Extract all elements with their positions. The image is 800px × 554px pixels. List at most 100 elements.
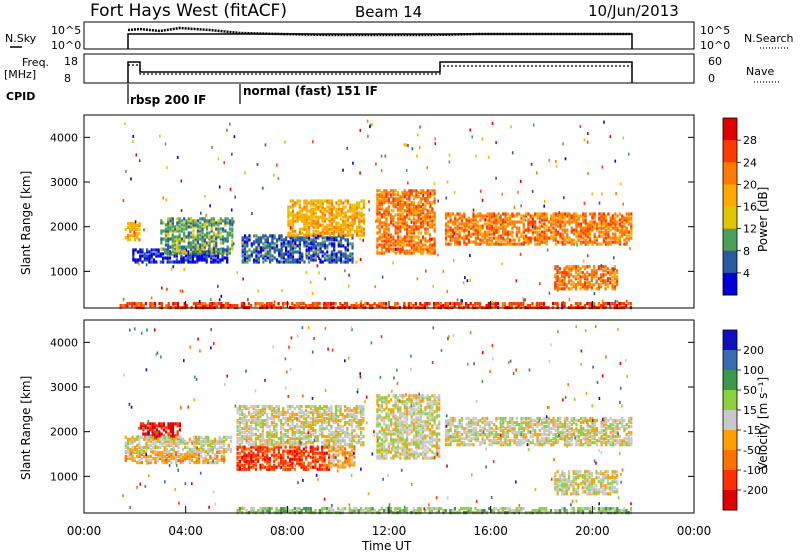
noise-cell [515, 279, 518, 283]
range-gate-cell [353, 447, 356, 451]
range-gate-cell [483, 236, 486, 240]
range-gate-cell [247, 425, 251, 429]
range-gate-cell [478, 302, 481, 306]
range-gate-cell [586, 285, 589, 289]
range-gate-cell [616, 222, 619, 226]
range-gate-cell [431, 251, 434, 255]
range-gate-cell [312, 421, 315, 425]
range-gate-cell [497, 218, 500, 222]
range-gate-cell [408, 191, 411, 195]
range-gate-cell [618, 304, 621, 308]
range-gate-cell [252, 406, 255, 411]
range-gate-cell [433, 245, 436, 249]
range-gate-cell [190, 245, 193, 249]
range-gate-cell [310, 254, 313, 258]
range-gate-cell [256, 302, 259, 306]
range-gate-cell [337, 234, 340, 238]
noise-cell [587, 132, 589, 135]
range-gate-cell [176, 235, 179, 239]
range-gate-cell [376, 199, 379, 203]
range-gate-cell [513, 220, 516, 224]
range-gate-cell [383, 193, 386, 197]
range-gate-cell [222, 237, 225, 241]
range-gate-cell [575, 222, 578, 226]
noise-cell [300, 301, 303, 305]
range-gate-cell [422, 207, 425, 211]
range-gate-cell [231, 229, 234, 233]
range-gate-cell [499, 240, 502, 244]
range-gate-cell [579, 240, 583, 244]
range-gate-cell [301, 209, 304, 213]
range-gate-cell [193, 435, 196, 439]
range-gate-cell [226, 251, 229, 255]
noise-cell [359, 237, 361, 241]
range-gate-cell [192, 221, 195, 225]
range-gate-cell [321, 242, 324, 246]
range-gate-cell [144, 424, 147, 428]
range-gate-cell [321, 447, 324, 451]
range-gate-cell [373, 302, 376, 306]
range-gate-cell [470, 240, 473, 244]
range-gate-cell [328, 256, 331, 260]
range-gate-cell [607, 222, 610, 226]
noise-cell [405, 225, 407, 229]
range-gate-cell [236, 467, 239, 471]
range-gate-cell [212, 221, 216, 225]
range-gate-cell [422, 197, 425, 201]
range-gate-cell [277, 416, 280, 421]
range-gate-cell [355, 302, 358, 306]
range-gate-cell [589, 236, 592, 240]
range-gate-cell [360, 207, 363, 211]
range-gate-cell [538, 236, 541, 240]
range-gate-cell [538, 302, 541, 306]
range-gate-cell [408, 207, 411, 211]
range-gate-cell [147, 445, 150, 449]
range-gate-cell [581, 265, 584, 269]
range-gate-cell [206, 219, 209, 223]
noise-cell [448, 153, 451, 157]
power-data-cells [119, 119, 633, 310]
range-gate-cell [196, 231, 199, 235]
range-gate-cell [287, 205, 290, 209]
range-gate-cell [488, 222, 491, 226]
noise-cell [276, 163, 278, 167]
range-gate-cell [439, 304, 442, 308]
range-gate-cell [209, 439, 212, 443]
range-gate-cell [257, 256, 260, 260]
range-gate-cell [342, 229, 345, 233]
range-gate-cell [303, 242, 306, 246]
range-gate-cell [319, 260, 322, 264]
range-gate-cell [129, 222, 132, 226]
range-gate-cell [187, 258, 190, 262]
range-gate-cell [207, 435, 210, 439]
range-gate-cell [575, 226, 578, 230]
range-gate-cell [314, 419, 317, 423]
range-gate-cell [312, 207, 315, 211]
range-gate-cell [330, 207, 333, 211]
range-gate-cell [476, 214, 480, 218]
range-gate-cell [310, 223, 313, 227]
range-gate-cell [287, 242, 290, 246]
noise-cell [596, 279, 598, 283]
range-gate-cell [243, 427, 246, 431]
range-gate-cell [226, 258, 229, 262]
range-gate-cell [317, 231, 320, 235]
range-gate-cell [323, 236, 327, 240]
range-gate-cell [408, 189, 411, 193]
range-gate-cell [196, 233, 199, 237]
range-gate-cell [241, 260, 244, 264]
range-gate-cell [183, 225, 186, 229]
range-gate-cell [321, 231, 324, 235]
range-gate-cell [573, 218, 576, 222]
range-gate-cell [266, 441, 269, 445]
noise-cell [242, 277, 244, 281]
range-gate-cell [385, 191, 388, 195]
range-gate-cell [131, 226, 134, 230]
range-gate-cell [424, 217, 427, 221]
range-gate-cell [502, 212, 505, 216]
range-gate-cell [431, 221, 434, 225]
range-gate-cell [317, 252, 320, 256]
range-gate-cell [162, 428, 165, 432]
range-gate-cell [337, 203, 340, 207]
range-gate-cell [147, 461, 150, 465]
